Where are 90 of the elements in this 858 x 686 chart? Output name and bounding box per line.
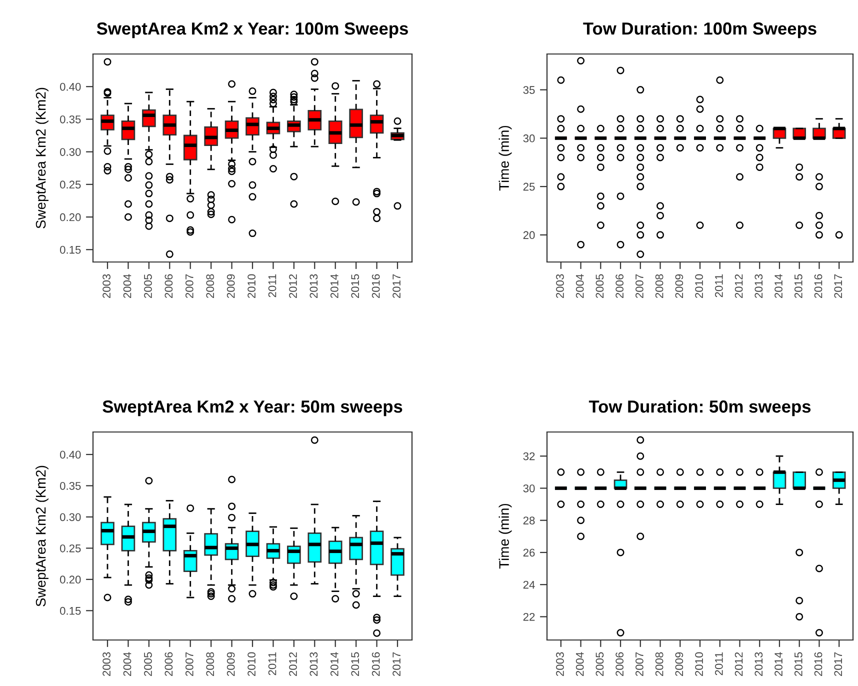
- x-tick-label: 2017: [392, 274, 400, 298]
- x-tick-label: 2005: [596, 274, 604, 298]
- x-tick-label: 2006: [164, 274, 173, 298]
- x-tick-label: 2015: [351, 652, 360, 676]
- x-tick-label: 2005: [144, 274, 152, 298]
- x-tick-label: 2007: [636, 274, 644, 298]
- y-tick-label: 0.35: [60, 482, 81, 490]
- x-tick-label: 2008: [206, 652, 214, 676]
- x-tick-label: 2015: [794, 652, 802, 676]
- x-tick-label: 2014: [330, 652, 338, 676]
- chart-title: SweptArea Km2 x Year: 50m sweeps: [102, 400, 402, 416]
- y-axis-title: Time (min): [498, 126, 512, 191]
- y-tick-label: 32: [523, 452, 535, 460]
- x-tick-label: 2004: [576, 274, 584, 298]
- y-tick-label: 26: [523, 548, 535, 557]
- x-tick-label: 2016: [372, 652, 380, 676]
- x-tick-label: 2013: [310, 652, 318, 676]
- y-axis-title: SweptArea Km2 (Km2): [36, 466, 48, 606]
- chart-title: Tow Duration: 50m sweeps: [588, 400, 811, 416]
- x-tick-label: 2013: [754, 652, 763, 676]
- x-tick-label: 2006: [616, 652, 624, 676]
- x-tick-label: 2016: [372, 274, 380, 298]
- y-tick-label: 35: [523, 86, 535, 94]
- x-tick-label: 2014: [330, 274, 338, 298]
- y-axis-title: Time (min): [498, 504, 512, 569]
- chart-title: SweptArea Km2 x Year: 100m Sweeps: [96, 22, 408, 38]
- chart-title: Tow Duration: 100m Sweeps: [583, 22, 816, 38]
- y-tick-label: 0.40: [60, 450, 81, 459]
- x-tick-label: 2009: [675, 274, 684, 298]
- y-tick-label: 28: [523, 516, 535, 524]
- y-tick-label: 0.15: [60, 246, 81, 254]
- x-tick-label: 2016: [814, 274, 822, 298]
- x-tick-label: 2011: [714, 274, 723, 298]
- x-tick-label: 2017: [392, 652, 400, 676]
- y-axis-title: SweptArea Km2 (Km2): [36, 88, 48, 228]
- x-tick-label: 2013: [310, 274, 318, 298]
- x-tick-label: 2007: [636, 652, 644, 676]
- x-tick-label: 2003: [102, 652, 110, 676]
- x-tick-label: 2011: [714, 652, 723, 676]
- y-tick-label: 0.20: [60, 213, 81, 222]
- y-tick-label: 0.25: [60, 544, 81, 552]
- x-tick-label: 2012: [734, 652, 743, 676]
- x-tick-label: 2011: [268, 652, 276, 676]
- x-tick-label: 2004: [123, 274, 132, 298]
- y-tick-label: 22: [523, 612, 535, 621]
- x-tick-label: 2006: [164, 652, 173, 676]
- x-tick-label: 2012: [734, 274, 743, 298]
- x-tick-label: 2003: [102, 274, 110, 298]
- y-tick-label: 0.20: [60, 576, 81, 584]
- y-tick-label: 0.15: [60, 606, 81, 615]
- x-tick-label: 2013: [754, 274, 763, 298]
- y-tick-label: 24: [523, 580, 535, 589]
- y-tick-label: 0.40: [60, 82, 81, 91]
- x-tick-label: 2007: [185, 274, 194, 298]
- x-tick-label: 2012: [289, 652, 297, 676]
- x-tick-label: 2009: [226, 652, 235, 676]
- x-tick-label: 2007: [185, 652, 194, 676]
- x-tick-label: 2016: [814, 652, 822, 676]
- x-tick-label: 2009: [226, 274, 235, 298]
- x-tick-label: 2004: [576, 652, 584, 676]
- y-tick-label: 0.30: [60, 513, 81, 522]
- x-tick-label: 2010: [248, 652, 256, 676]
- x-tick-label: 2003: [556, 652, 564, 676]
- x-tick-label: 2015: [794, 274, 802, 298]
- x-tick-label: 2005: [596, 652, 604, 676]
- x-tick-label: 2009: [675, 652, 684, 676]
- x-tick-label: 2017: [834, 652, 842, 676]
- x-tick-label: 2012: [289, 274, 297, 298]
- y-tick-label: 25: [523, 182, 535, 191]
- x-tick-label: 2014: [774, 274, 782, 298]
- x-tick-label: 2010: [248, 274, 256, 298]
- y-tick-label: 0.25: [60, 180, 81, 189]
- x-tick-label: 2010: [695, 274, 703, 298]
- x-tick-label: 2005: [144, 652, 152, 676]
- y-tick-label: 0.30: [60, 148, 81, 156]
- x-tick-label: 2008: [655, 274, 664, 298]
- x-tick-label: 2010: [695, 652, 703, 676]
- x-tick-label: 2006: [616, 274, 624, 298]
- x-tick-label: 2011: [268, 274, 276, 298]
- y-tick-label: 30: [523, 484, 535, 492]
- x-tick-label: 2017: [834, 274, 842, 298]
- x-tick-label: 2015: [351, 274, 360, 298]
- x-tick-label: 2003: [556, 274, 564, 298]
- y-tick-label: 20: [523, 231, 535, 240]
- x-tick-label: 2004: [123, 652, 132, 676]
- x-tick-label: 2014: [774, 652, 782, 676]
- x-tick-label: 2008: [655, 652, 664, 676]
- y-tick-label: 30: [523, 134, 535, 142]
- y-tick-label: 0.35: [60, 115, 81, 124]
- x-tick-label: 2008: [206, 274, 214, 298]
